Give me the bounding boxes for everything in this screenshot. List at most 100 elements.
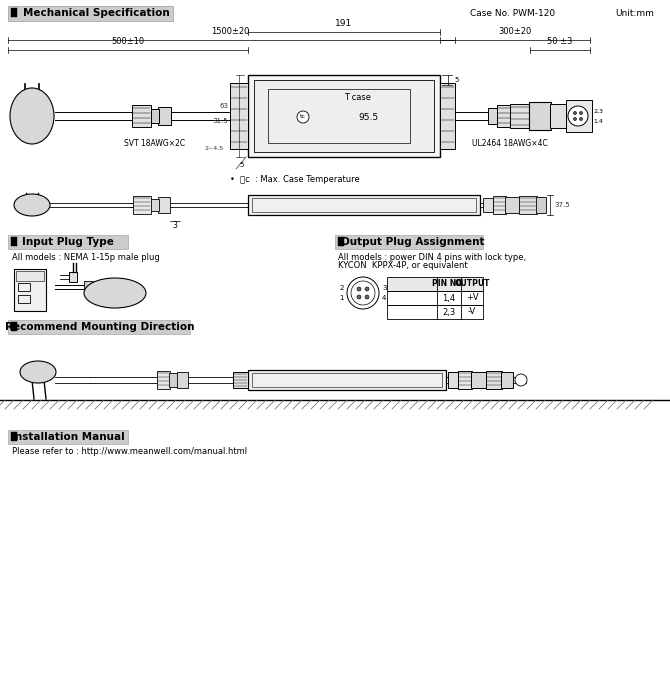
- Bar: [387, 291, 483, 305]
- Text: 2~4.5: 2~4.5: [205, 146, 224, 152]
- Bar: [254, 80, 434, 152]
- Text: 500±10: 500±10: [111, 37, 145, 46]
- Bar: [497, 105, 511, 127]
- Bar: [529, 102, 551, 130]
- Text: 5: 5: [240, 162, 244, 168]
- Circle shape: [347, 277, 379, 309]
- Text: T case: T case: [344, 93, 371, 102]
- Text: 1500±20: 1500±20: [211, 27, 249, 36]
- Bar: [8, 320, 190, 334]
- Bar: [471, 372, 487, 388]
- Text: 95.5: 95.5: [358, 112, 378, 121]
- Text: Output Plug Assignment: Output Plug Assignment: [341, 237, 485, 247]
- Bar: [150, 199, 159, 211]
- Bar: [133, 196, 151, 214]
- Text: 3: 3: [382, 285, 387, 291]
- Bar: [8, 235, 128, 249]
- Text: 300±20: 300±20: [498, 27, 531, 36]
- Bar: [11, 432, 17, 441]
- Bar: [8, 6, 173, 21]
- Text: 1,4: 1,4: [593, 118, 603, 123]
- Text: -V: -V: [468, 307, 476, 317]
- Text: 31.5: 31.5: [212, 118, 228, 124]
- Bar: [177, 372, 188, 388]
- Circle shape: [568, 106, 588, 126]
- Bar: [157, 371, 170, 389]
- Bar: [230, 83, 248, 149]
- Circle shape: [297, 111, 309, 123]
- Text: Recommend Mounting Direction: Recommend Mounting Direction: [5, 322, 195, 332]
- Text: 63: 63: [219, 103, 228, 109]
- Text: UL2464 18AWG×4C: UL2464 18AWG×4C: [472, 139, 548, 148]
- Text: All models : NEMA 1-15p male plug: All models : NEMA 1-15p male plug: [12, 253, 159, 261]
- Bar: [519, 196, 537, 214]
- Bar: [335, 235, 483, 249]
- Ellipse shape: [10, 88, 54, 144]
- Bar: [486, 371, 502, 389]
- Text: Mechanical Specification: Mechanical Specification: [23, 9, 170, 18]
- Bar: [8, 430, 128, 444]
- Text: SVT 18AWG×2C: SVT 18AWG×2C: [125, 139, 186, 148]
- Bar: [16, 271, 44, 281]
- Bar: [11, 237, 17, 246]
- Bar: [493, 196, 506, 214]
- Text: 3: 3: [173, 221, 178, 230]
- Text: Installation Manual: Installation Manual: [11, 432, 125, 442]
- Bar: [14, 269, 46, 311]
- Text: Case No. PWM-120: Case No. PWM-120: [470, 9, 555, 18]
- Bar: [536, 197, 546, 213]
- Bar: [566, 100, 592, 132]
- Bar: [84, 281, 93, 293]
- Bar: [550, 104, 566, 128]
- Text: 4: 4: [382, 295, 387, 301]
- Circle shape: [357, 287, 361, 291]
- Circle shape: [574, 112, 576, 114]
- Ellipse shape: [14, 194, 50, 216]
- Circle shape: [365, 287, 369, 291]
- Text: OUTPUT: OUTPUT: [454, 280, 490, 288]
- Text: tc: tc: [300, 114, 306, 120]
- Ellipse shape: [20, 361, 56, 383]
- Bar: [338, 237, 344, 246]
- Bar: [11, 322, 17, 331]
- Bar: [158, 197, 170, 213]
- Bar: [501, 372, 513, 388]
- Circle shape: [580, 112, 582, 114]
- Bar: [387, 277, 483, 291]
- Text: •  Ⓣc  : Max. Case Temperature: • Ⓣc : Max. Case Temperature: [230, 175, 360, 183]
- Circle shape: [515, 374, 527, 386]
- Circle shape: [365, 295, 369, 299]
- Bar: [268, 89, 410, 143]
- Text: All models : power DIN 4 pins with lock type,: All models : power DIN 4 pins with lock …: [338, 253, 526, 261]
- Bar: [458, 371, 472, 389]
- Text: PIN NO.: PIN NO.: [432, 280, 466, 288]
- Bar: [448, 372, 459, 388]
- Bar: [132, 105, 151, 127]
- Bar: [505, 197, 520, 213]
- Text: 50 ±3: 50 ±3: [547, 37, 573, 46]
- Text: 191: 191: [336, 19, 352, 28]
- Bar: [248, 75, 440, 157]
- Bar: [483, 198, 493, 212]
- Text: +V: +V: [466, 294, 478, 303]
- Bar: [488, 108, 498, 124]
- Text: 2,3: 2,3: [442, 307, 456, 317]
- Bar: [69, 272, 77, 282]
- Bar: [440, 83, 455, 149]
- Text: KYCON  KPPX-4P, or equivalent: KYCON KPPX-4P, or equivalent: [338, 261, 468, 271]
- Bar: [252, 198, 476, 212]
- Text: 1,4: 1,4: [442, 294, 456, 303]
- Bar: [387, 305, 483, 319]
- Bar: [510, 104, 530, 128]
- Bar: [11, 8, 17, 17]
- Ellipse shape: [84, 278, 146, 308]
- Text: 37.5: 37.5: [554, 202, 569, 208]
- Bar: [150, 109, 159, 123]
- Bar: [158, 107, 171, 125]
- Text: Input Plug Type: Input Plug Type: [22, 237, 114, 247]
- Circle shape: [351, 281, 375, 305]
- Bar: [18, 283, 30, 291]
- Text: 1: 1: [340, 295, 344, 301]
- Bar: [248, 195, 480, 215]
- Text: 2: 2: [340, 285, 344, 291]
